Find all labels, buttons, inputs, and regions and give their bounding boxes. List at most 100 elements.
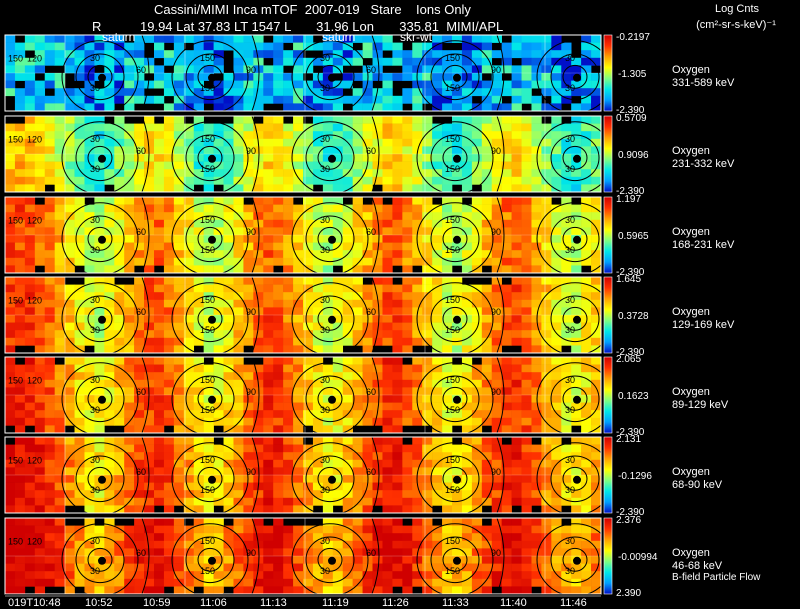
planet-dot (573, 235, 581, 244)
planet-dot (453, 475, 461, 484)
colorbar-mid-label: 0.9096 (618, 150, 649, 162)
colorbar-max-label: 2.065 (616, 354, 642, 365)
planet-dot (98, 154, 106, 163)
contour-label: 150 (445, 485, 460, 495)
panel-energy-label: 331-589 keV (672, 76, 735, 89)
contour-label: 150 (445, 455, 460, 465)
panel-species-label: Oxygen (672, 465, 710, 478)
panel-energy-label: 231-332 keV (672, 157, 735, 170)
contour-label: 150 (200, 375, 215, 385)
contour-label: 30 (565, 134, 575, 144)
contour-label: 90 (246, 65, 256, 75)
contour-label: 120 (27, 216, 42, 226)
contour-label: 30 (565, 485, 575, 495)
contour-label: 150 (200, 485, 215, 495)
contour-label: 30 (90, 566, 100, 576)
contour-label: 30 (90, 536, 100, 546)
contour-label: 150 (200, 215, 215, 225)
contour-label: 150 (445, 134, 460, 144)
contour-label: 90 (246, 307, 256, 317)
heatmap-panel: 30 30 60 150 150 90 30 30 60 150 150 90 30 30 150 120 (4, 356, 614, 436)
colorbar-min-label: -2.390 (616, 105, 645, 116)
contour-label: 90 (491, 467, 501, 477)
contour-label: 90 (491, 227, 501, 237)
contour-label: 150 (445, 295, 460, 305)
colorbar (603, 276, 613, 354)
contour-label: 120 (27, 54, 42, 64)
colorbar-mid-label: 0.5965 (618, 231, 649, 243)
skr-wt-label: skr-wt (400, 30, 432, 44)
contour-label: 90 (246, 146, 256, 156)
contour-label: 30 (320, 536, 330, 546)
contour-label: 30 (565, 375, 575, 385)
contour-label: 30 (320, 245, 330, 255)
contour-label: 90 (491, 387, 501, 397)
panel-species-label: Oxygen (672, 305, 710, 318)
contour-label: 90 (491, 307, 501, 317)
planet-dot (573, 73, 581, 82)
contour-label: 30 (565, 405, 575, 415)
contour-label: 30 (90, 325, 100, 335)
contour-label: 60 (366, 387, 376, 397)
colorbar (603, 34, 613, 112)
contour-label: 30 (90, 134, 100, 144)
panel-species-label: Oxygen (672, 144, 710, 157)
time-tick-label: 11:26 (382, 597, 409, 609)
contour-label: 60 (136, 387, 146, 397)
contour-label: 30 (320, 83, 330, 93)
contour-label: 30 (90, 83, 100, 93)
contour-label: 150 (200, 295, 215, 305)
planet-dot (573, 315, 581, 324)
colorbar-mid-label: -1.305 (618, 69, 647, 81)
colorbar-max-label: -0.2197 (616, 32, 650, 43)
contour-label: 150 (200, 53, 215, 63)
heatmap-panel: 30 30 60 150 150 90 30 30 60 150 150 90 30 30 150 120 (4, 517, 614, 597)
contour-label: 60 (136, 227, 146, 237)
planet-dot (328, 154, 336, 163)
contour-label: 30 (320, 53, 330, 63)
colorbar-max-label: 0.5709 (616, 113, 647, 124)
contour-label: 150 (200, 405, 215, 415)
contour-label: 60 (366, 65, 376, 75)
colorbar-max-label: 1.197 (616, 194, 642, 205)
contour-label: 30 (90, 295, 100, 305)
contour-label: 150 (445, 164, 460, 174)
panel-species-label: Oxygen (672, 63, 710, 76)
contour-label: 150 (200, 83, 215, 93)
contour-label: 150 (200, 325, 215, 335)
contour-label: 30 (565, 455, 575, 465)
planet-dot (98, 235, 106, 244)
planet-dot (208, 315, 216, 324)
time-tick-label: 11:06 (200, 597, 227, 609)
contour-label: 30 (90, 215, 100, 225)
contour-label: 30 (90, 405, 100, 415)
panel-energy-label: 68-90 keV (672, 478, 723, 491)
contour-label: 30 (565, 325, 575, 335)
colorbar (603, 196, 613, 274)
time-tick-label: 10:52 (85, 597, 113, 609)
saturn-label-2: saturn (322, 30, 356, 44)
figure-title: Cassini/MIMI Inca mTOF 2007-019 Stare Io… (154, 2, 471, 17)
contour-label: 150 (200, 164, 215, 174)
planet-dot (208, 556, 216, 565)
colorbar-max-label: 1.645 (616, 274, 642, 285)
contour-label: 120 (27, 537, 42, 547)
bfield-particle-flow-label: B-field Particle Flow (672, 572, 761, 583)
contour-label: 90 (246, 387, 256, 397)
contour-label: 150 (445, 375, 460, 385)
heatmap-panel: 30 30 60 150 150 90 30 30 60 150 150 90 30 30 150 120 (4, 34, 614, 114)
position-line: 19.94 Lat 37.83 LT 1547 L 31.96 Lon 335.… (140, 19, 504, 34)
contour-label: 60 (136, 548, 146, 558)
contour-label: 150 (445, 53, 460, 63)
contour-label: 120 (27, 456, 42, 466)
planet-dot (98, 556, 106, 565)
contour-label: 30 (565, 83, 575, 93)
contour-label: 150 (445, 405, 460, 415)
units-subtitle: (cm²-sr-s-keV)⁻¹ (696, 19, 776, 31)
saturn-label-1: saturn (102, 30, 136, 44)
time-tick-label: 11:40 (500, 597, 527, 609)
planet-dot (208, 73, 216, 82)
r-label: R (92, 19, 102, 34)
colorbar-mid-label: -0.1296 (618, 471, 652, 483)
